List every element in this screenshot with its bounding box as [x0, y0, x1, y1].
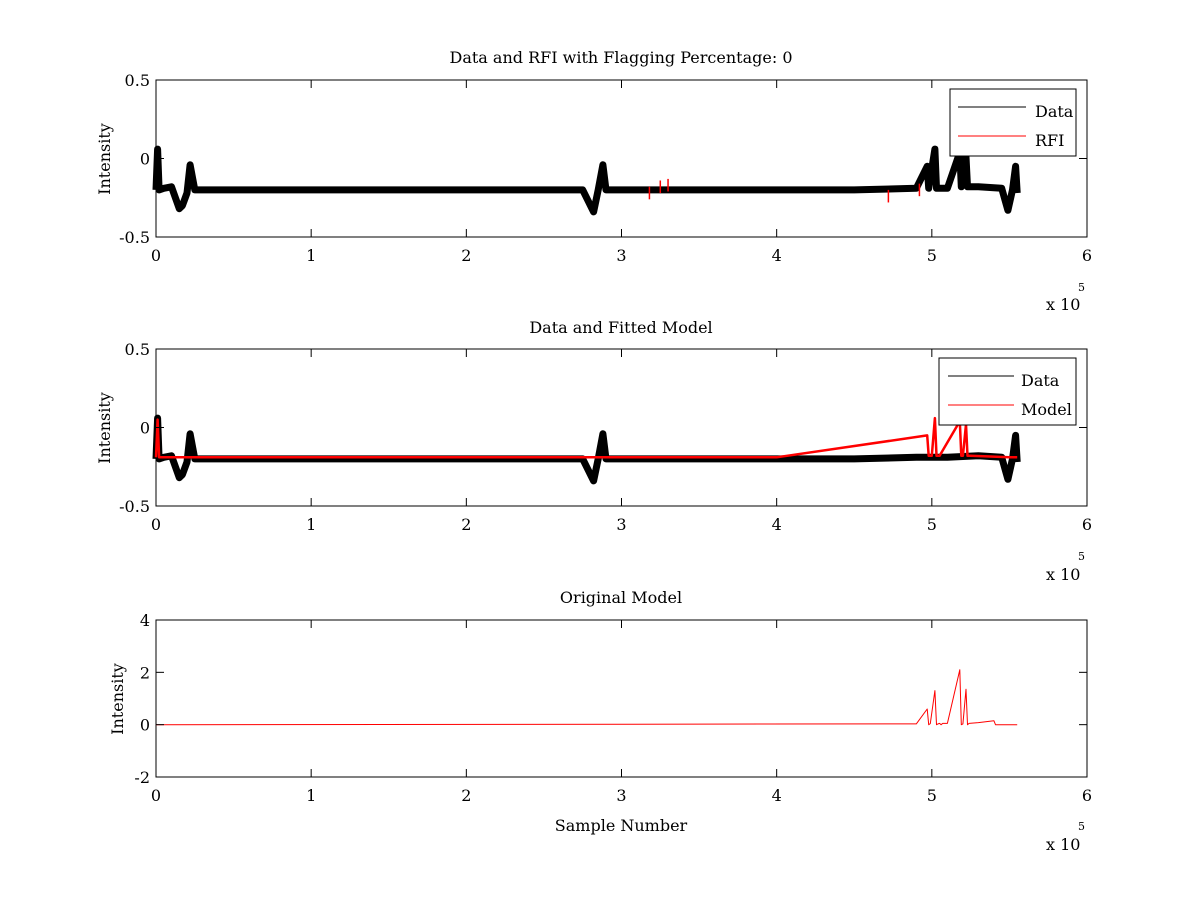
x-tick-label: 4	[772, 515, 782, 534]
x-tick-label: 3	[616, 515, 626, 534]
series-line-edge	[155, 149, 1018, 214]
x-tick-label: 0	[151, 515, 161, 534]
panel-1-ticks: 0 1 2 3 4 5 60.50-0.5	[119, 71, 1092, 265]
x-tick-label: 3	[616, 786, 626, 805]
panel-3-x-multiplier: x 10	[1046, 835, 1080, 854]
panel-3-x-multiplier-exp: 5	[1078, 820, 1085, 833]
panel-2-ticks: 0 1 2 3 4 5 60.50-0.5	[119, 340, 1092, 534]
y-tick-label: 0	[140, 150, 150, 169]
panel-2-legend-box	[938, 357, 1077, 426]
x-tick-label: 0	[151, 246, 161, 265]
x-tick-label: 1	[306, 246, 316, 265]
x-tick-label: 6	[1082, 786, 1092, 805]
x-tick-label: 4	[772, 786, 782, 805]
y-tick-label: 0	[140, 716, 150, 735]
panel-2-legend-label-model: Model	[1021, 400, 1072, 419]
x-tick-label: 2	[461, 246, 471, 265]
x-tick-label: 3	[616, 246, 626, 265]
x-tick-label: 1	[306, 786, 316, 805]
y-tick-label: 4	[140, 611, 150, 630]
panel-1-series	[152, 145, 1021, 216]
panel-2-title: Data and Fitted Model	[529, 318, 712, 337]
panel-3-xlabel: Sample Number	[555, 816, 688, 835]
panel-2-legend-label-data: Data	[1021, 371, 1060, 390]
panel-3-ylabel: Intensity	[108, 663, 127, 735]
panel-1-x-multiplier: x 10	[1046, 295, 1080, 314]
y-tick-label: 0.5	[125, 340, 150, 359]
panel-3-series	[155, 669, 1018, 726]
panel-2-axes-box	[155, 348, 1088, 507]
series-line-model	[155, 669, 1018, 726]
x-tick-label: 5	[927, 786, 937, 805]
panel-1-axes-box	[155, 79, 1088, 238]
panel-1-x-multiplier-exp: 5	[1078, 281, 1085, 294]
panel-3-title: Original Model	[560, 588, 682, 607]
panel-1-legend-label-data: Data	[1035, 102, 1074, 121]
panel-2-x-multiplier-exp: 5	[1078, 550, 1085, 563]
x-tick-label: 5	[927, 246, 937, 265]
x-tick-label: 1	[306, 515, 316, 534]
x-tick-label: 6	[1082, 515, 1092, 534]
panel-data-and-fitted-model: 0 1 2 3 4 5 60.50-0.5 Data and Fitted Model In…	[95, 318, 1092, 584]
x-tick-label: 2	[461, 515, 471, 534]
y-tick-label: -0.5	[119, 228, 150, 247]
panel-1-legend-label-rfi: RFI	[1035, 131, 1064, 150]
x-tick-label: 0	[151, 786, 161, 805]
panel-data-and-rfi: 0 1 2 3 4 5 60.50-0.5 Data and RFI with Flaggi…	[95, 48, 1092, 314]
panel-2-ylabel: Intensity	[95, 392, 114, 464]
panel-1-legend: Data RFI	[949, 88, 1077, 157]
panel-1-title: Data and RFI with Flagging Percentage: 0	[449, 48, 792, 67]
panel-1-ylabel: Intensity	[95, 123, 114, 195]
panel-2-series	[152, 414, 1021, 485]
y-tick-label: 2	[140, 663, 150, 682]
x-tick-label: 5	[927, 515, 937, 534]
series-line-model	[154, 416, 1018, 459]
y-tick-label: 0	[140, 419, 150, 438]
x-tick-label: 4	[772, 246, 782, 265]
y-tick-label: 0.5	[125, 71, 150, 90]
y-tick-label: -2	[134, 768, 150, 787]
panel-2-x-multiplier: x 10	[1046, 565, 1080, 584]
panel-2-legend: Data Model	[938, 357, 1077, 426]
x-tick-label: 6	[1082, 246, 1092, 265]
y-tick-label: -0.5	[119, 497, 150, 516]
panel-1-legend-box	[949, 88, 1077, 157]
panel-3-axes-box	[155, 619, 1088, 778]
x-tick-label: 2	[461, 786, 471, 805]
